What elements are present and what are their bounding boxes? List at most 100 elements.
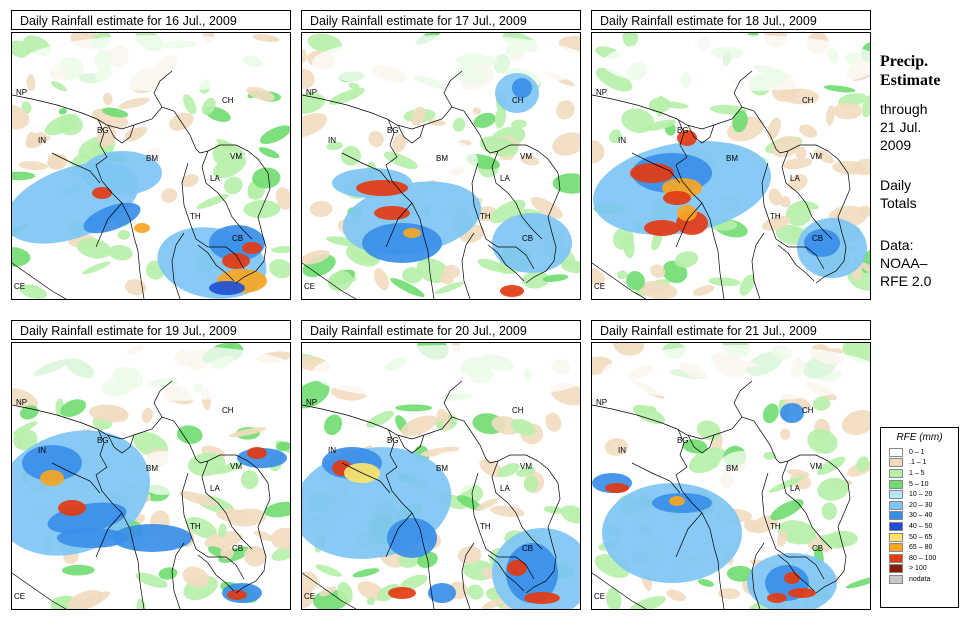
rainfall-map: NP CH IN BG BM VM LA TH CB CE — [591, 342, 871, 610]
country-label-np: NP — [596, 398, 607, 407]
country-label-vm: VM — [230, 462, 242, 471]
country-label-cb: CB — [812, 234, 823, 243]
country-label-bm: BM — [436, 154, 448, 163]
country-label-cb: CB — [232, 234, 243, 243]
panel-title: Daily Rainfall estimate for 19 Jul., 200… — [11, 320, 291, 340]
map-panel-20-jul: Daily Rainfall estimate for 20 Jul., 200… — [301, 320, 581, 610]
rainfall-map: NP CH IN BG BM VM LA TH CB CE — [301, 342, 581, 610]
country-label-vm: VM — [230, 152, 242, 161]
totals-label: Totals — [880, 195, 917, 211]
country-label-np: NP — [16, 88, 27, 97]
legend-item: 10 – 20 — [889, 489, 958, 500]
country-label-ce: CE — [594, 592, 605, 601]
legend-label: 1 – 5 — [909, 469, 925, 477]
country-label-bg: BG — [677, 436, 689, 445]
legend-label: 80 – 100 — [909, 554, 937, 562]
country-label-ce: CE — [14, 282, 25, 291]
panel-title: Daily Rainfall estimate for 17 Jul., 200… — [301, 10, 581, 30]
map-panel-21-jul: Daily Rainfall estimate for 21 Jul., 200… — [591, 320, 871, 610]
legend-swatch — [889, 500, 903, 510]
legend-item: 0 – 1 — [889, 447, 958, 458]
rainfall-map: NP CH IN BG BM VM LA TH CB CE — [11, 32, 291, 300]
map-panel-16-jul: Daily Rainfall estimate for 16 Jul., 200… — [11, 10, 291, 300]
country-label-vm: VM — [520, 152, 532, 161]
country-label-np: NP — [306, 88, 317, 97]
country-label-vm: VM — [810, 462, 822, 471]
legend-label: > 100 — [909, 565, 927, 573]
legend-label: 30 – 40 — [909, 512, 933, 520]
country-label-la: LA — [500, 484, 510, 493]
legend-swatch — [889, 458, 903, 468]
title-line: Precip. — [880, 53, 929, 70]
legend-item: .1 – 1 — [889, 458, 958, 469]
country-label-ch: CH — [222, 96, 234, 105]
country-label-la: LA — [500, 174, 510, 183]
country-label-bm: BM — [726, 154, 738, 163]
country-label-ch: CH — [512, 406, 524, 415]
country-label-in: IN — [618, 136, 626, 145]
country-label-bm: BM — [146, 464, 158, 473]
country-label-th: TH — [480, 522, 491, 531]
legend-item: 20 – 30 — [889, 500, 958, 511]
country-label-th: TH — [190, 522, 201, 531]
precip-estimate-title: Precip. Estimate — [880, 52, 940, 90]
data-source: NOAA– — [880, 255, 928, 271]
rainfall-map: NP CH IN BG BM VM LA TH CB CE — [591, 32, 871, 300]
panel-title: Daily Rainfall estimate for 18 Jul., 200… — [591, 10, 871, 30]
country-label-th: TH — [190, 212, 201, 221]
panel-title: Daily Rainfall estimate for 20 Jul., 200… — [301, 320, 581, 340]
country-label-vm: VM — [520, 462, 532, 471]
country-label-in: IN — [38, 446, 46, 455]
through-date: 21 Jul. — [880, 119, 922, 135]
legend-item: 1 – 5 — [889, 468, 958, 479]
legend-item: 50 – 65 — [889, 532, 958, 543]
country-label-vm: VM — [810, 152, 822, 161]
title-line: Estimate — [880, 72, 941, 89]
legend-label: 5 – 10 — [909, 480, 929, 488]
data-source-block: Data: NOAA– RFE 2.0 — [880, 236, 931, 290]
legend-title: RFE (mm) — [896, 432, 943, 443]
country-label-ch: CH — [802, 96, 814, 105]
legend-swatch — [889, 574, 903, 584]
country-label-bm: BM — [146, 154, 158, 163]
legend-swatch — [889, 479, 903, 489]
legend-item: > 100 — [889, 564, 958, 575]
country-label-in: IN — [328, 136, 336, 145]
country-label-th: TH — [770, 522, 781, 531]
legend-swatch — [889, 543, 903, 553]
country-label-bg: BG — [387, 126, 399, 135]
country-label-ch: CH — [222, 406, 234, 415]
legend-label: 50 – 65 — [909, 533, 933, 541]
country-label-np: NP — [306, 398, 317, 407]
legend-label: 10 – 20 — [909, 491, 933, 499]
country-label-ce: CE — [14, 592, 25, 601]
country-label-np: NP — [16, 398, 27, 407]
map-panel-19-jul: Daily Rainfall estimate for 19 Jul., 200… — [11, 320, 291, 610]
country-label-ce: CE — [304, 592, 315, 601]
country-label-bg: BG — [387, 436, 399, 445]
legend-item: 80 – 100 — [889, 553, 958, 564]
legend-item: nodata — [889, 574, 958, 585]
through-year: 2009 — [880, 137, 912, 153]
legend-item: 30 – 40 — [889, 511, 958, 522]
country-label-bm: BM — [726, 464, 738, 473]
country-label-th: TH — [770, 212, 781, 221]
legend-swatch — [889, 447, 903, 457]
legend-label: nodata — [909, 575, 931, 583]
country-label-np: NP — [596, 88, 607, 97]
panel-title: Daily Rainfall estimate for 21 Jul., 200… — [591, 320, 871, 340]
country-label-ch: CH — [512, 96, 524, 105]
through-block: through 21 Jul. 2009 — [880, 100, 927, 154]
legend-swatch — [889, 532, 903, 542]
country-label-cb: CB — [522, 234, 533, 243]
legend-item: 40 – 50 — [889, 521, 958, 532]
country-label-in: IN — [618, 446, 626, 455]
country-label-bg: BG — [97, 126, 109, 135]
country-label-la: LA — [790, 174, 800, 183]
legend-swatch — [889, 511, 903, 521]
data-label: Data: — [880, 237, 914, 253]
country-label-in: IN — [328, 446, 336, 455]
country-label-la: LA — [210, 484, 220, 493]
country-label-bg: BG — [677, 126, 689, 135]
legend-swatch — [889, 521, 903, 531]
